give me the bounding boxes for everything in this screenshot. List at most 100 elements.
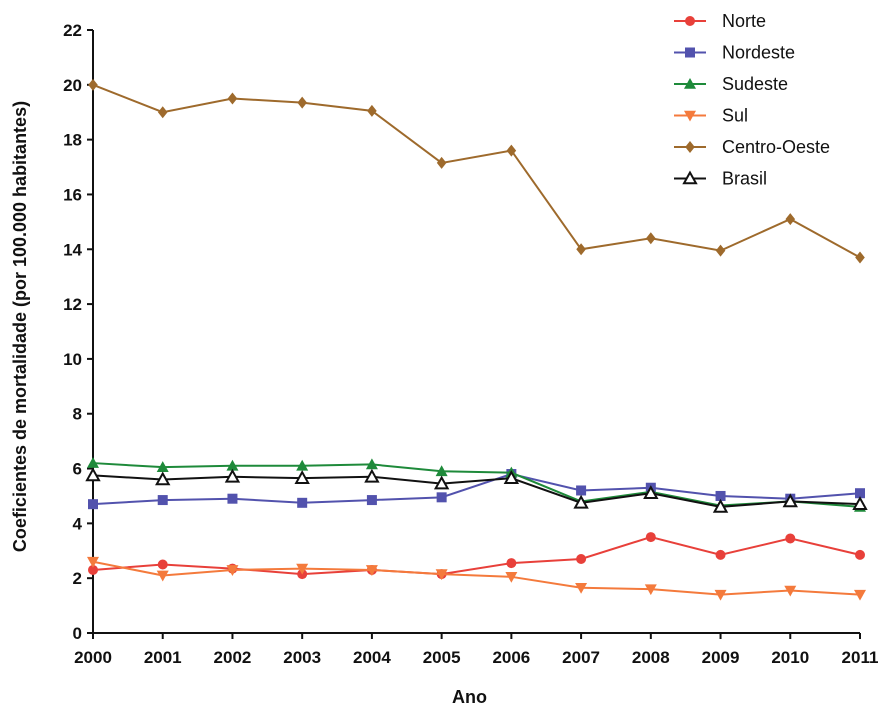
data-point-centro-oeste	[367, 104, 377, 117]
data-point-norte	[506, 558, 517, 569]
y-tick-label: 14	[63, 240, 82, 259]
series-line-centro-oeste	[92, 83, 861, 259]
y-tick-label: 18	[63, 131, 82, 150]
data-point-centro-oeste	[436, 156, 447, 169]
data-point-brasil	[782, 493, 798, 508]
data-point-sul	[296, 563, 309, 575]
x-tick-label: 2010	[771, 648, 809, 667]
legend-item-brasil: Brasil	[674, 169, 767, 189]
data-point-norte	[785, 533, 796, 544]
legend-item-norte: Norte	[674, 11, 766, 31]
data-point-centro-oeste	[297, 96, 307, 109]
data-point-nordeste	[227, 493, 238, 504]
x-tick-label: 2008	[632, 648, 670, 667]
legend-marker	[682, 170, 698, 185]
data-point-brasil	[643, 485, 659, 500]
legend-marker	[685, 16, 695, 26]
data-point-sul	[435, 569, 448, 581]
data-point-brasil	[433, 475, 450, 490]
series-sudeste	[87, 457, 866, 512]
data-point-nordeste	[297, 497, 308, 508]
data-point-nordeste	[715, 490, 726, 501]
y-tick-label: 10	[63, 350, 82, 369]
legend-item-sul: Sul	[674, 106, 748, 126]
data-point-sul	[87, 556, 99, 568]
data-point-nordeste	[436, 492, 447, 503]
data-point-sul	[505, 572, 518, 583]
x-tick-label: 2005	[423, 648, 461, 667]
y-tick-label: 6	[73, 460, 82, 479]
legend-label: Centro-Oeste	[722, 137, 830, 157]
data-point-nordeste	[366, 495, 377, 506]
data-point-norte	[855, 549, 865, 560]
x-tick-label: 2000	[74, 648, 112, 667]
data-point-centro-oeste	[646, 232, 656, 245]
y-axis-ticks: 0 2 4 6 8 10 12 14 16 18 20 22	[63, 21, 93, 643]
series-layer	[85, 78, 868, 601]
y-tick-label: 16	[63, 185, 82, 204]
y-tick-label: 20	[63, 76, 82, 95]
data-point-centro-oeste	[715, 244, 726, 257]
series-line-sudeste	[92, 462, 861, 508]
data-point-sudeste	[296, 459, 309, 471]
data-point-sul	[644, 584, 657, 596]
series-line-brasil	[92, 474, 861, 508]
data-point-centro-oeste	[88, 78, 98, 91]
y-tick-label: 0	[73, 624, 82, 643]
data-point-brasil	[852, 496, 868, 510]
y-axis-title: Coeficientes de mortalidade (por 100.000…	[10, 101, 30, 552]
data-point-sudeste	[365, 458, 378, 470]
series-brasil	[85, 467, 868, 513]
data-point-sudeste	[226, 459, 239, 471]
x-axis-title: Ano	[452, 687, 487, 707]
series-nordeste	[88, 469, 865, 510]
data-point-centro-oeste	[506, 144, 517, 157]
legend-label: Nordeste	[722, 43, 795, 63]
legend-marker	[684, 110, 696, 122]
y-tick-label: 12	[63, 295, 82, 314]
series-line-norte	[92, 536, 861, 576]
legend-marker	[685, 141, 695, 153]
data-point-centro-oeste	[576, 243, 586, 256]
series-line-sul	[92, 560, 861, 596]
axes	[87, 30, 860, 639]
data-point-norte	[88, 564, 98, 575]
x-axis-ticks: 2000 2001 2002 2003 2004 2005 2006 2007 2008 2009…	[74, 633, 878, 667]
data-point-sul	[854, 589, 866, 601]
x-tick-label: 2011	[842, 648, 879, 667]
legend-item-sudeste: Sudeste	[674, 74, 788, 94]
legend-label: Norte	[722, 11, 766, 31]
data-point-brasil	[155, 471, 171, 486]
legend: Norte Nordeste Sudeste Sul Centro-Oeste Brasi…	[674, 11, 830, 189]
data-point-brasil	[85, 467, 101, 482]
x-tick-label: 2004	[353, 648, 391, 667]
data-point-centro-oeste	[855, 251, 865, 264]
x-tick-label: 2006	[492, 648, 530, 667]
series-line-nordeste	[92, 472, 861, 506]
data-point-sul	[365, 565, 378, 576]
data-point-sul	[714, 589, 727, 601]
data-point-sudeste	[87, 457, 99, 468]
series-centro-oeste	[88, 78, 865, 264]
data-point-nordeste	[576, 485, 587, 496]
data-point-brasil	[294, 470, 310, 484]
x-tick-label: 2001	[144, 648, 182, 667]
data-point-sul	[156, 570, 169, 582]
legend-label: Sul	[722, 106, 748, 126]
data-point-sudeste	[435, 465, 448, 477]
legend-item-nordeste: Nordeste	[674, 43, 795, 63]
data-point-norte	[576, 553, 587, 564]
data-point-norte	[715, 549, 726, 560]
data-point-norte	[157, 559, 168, 570]
data-point-brasil	[364, 468, 380, 483]
y-tick-label: 22	[63, 21, 82, 40]
data-point-sudeste	[156, 461, 169, 472]
data-point-brasil	[224, 468, 241, 483]
x-tick-label: 2003	[283, 648, 321, 667]
data-point-brasil	[503, 470, 520, 484]
data-point-brasil	[712, 498, 729, 513]
legend-marker	[684, 78, 696, 89]
data-point-centro-oeste	[227, 92, 238, 105]
x-tick-label: 2007	[562, 648, 600, 667]
y-tick-label: 8	[73, 405, 82, 424]
